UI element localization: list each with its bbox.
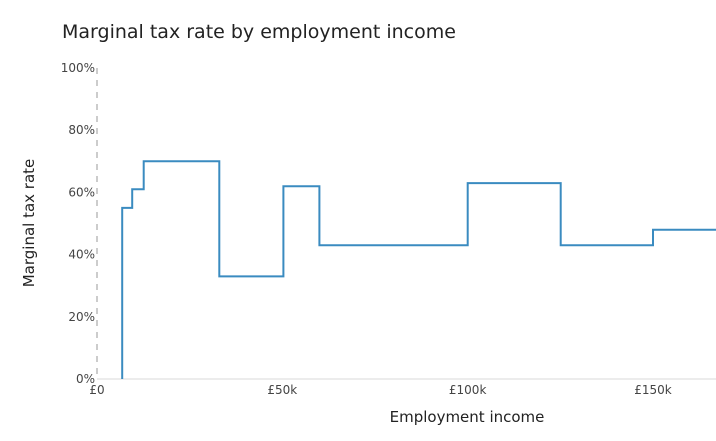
y-tick-label: 40% bbox=[68, 248, 95, 262]
y-axis-label: Marginal tax rate bbox=[20, 159, 38, 288]
x-tick-label: £50k bbox=[267, 383, 297, 397]
y-tick-label: 80% bbox=[68, 123, 95, 137]
y-tick-label: 60% bbox=[68, 185, 95, 199]
series-layer bbox=[121, 160, 716, 379]
x-tick-label: £150k bbox=[634, 383, 672, 397]
y-tick-label: 100% bbox=[61, 61, 95, 75]
chart-title: Marginal tax rate by employment income bbox=[62, 21, 456, 43]
x-tick-label: £100k bbox=[449, 383, 487, 397]
y-tick-labels: 0% 20% 40% 60% 80% 100% bbox=[61, 61, 95, 386]
x-axis-label: Employment income bbox=[390, 408, 545, 426]
series-line bbox=[121, 160, 716, 379]
y-tick-label: 0% bbox=[76, 372, 95, 386]
x-tick-labels: £0 £50k £100k £150k bbox=[89, 383, 671, 397]
x-tick-label: £0 bbox=[89, 383, 104, 397]
y-tick-label: 20% bbox=[68, 310, 95, 324]
